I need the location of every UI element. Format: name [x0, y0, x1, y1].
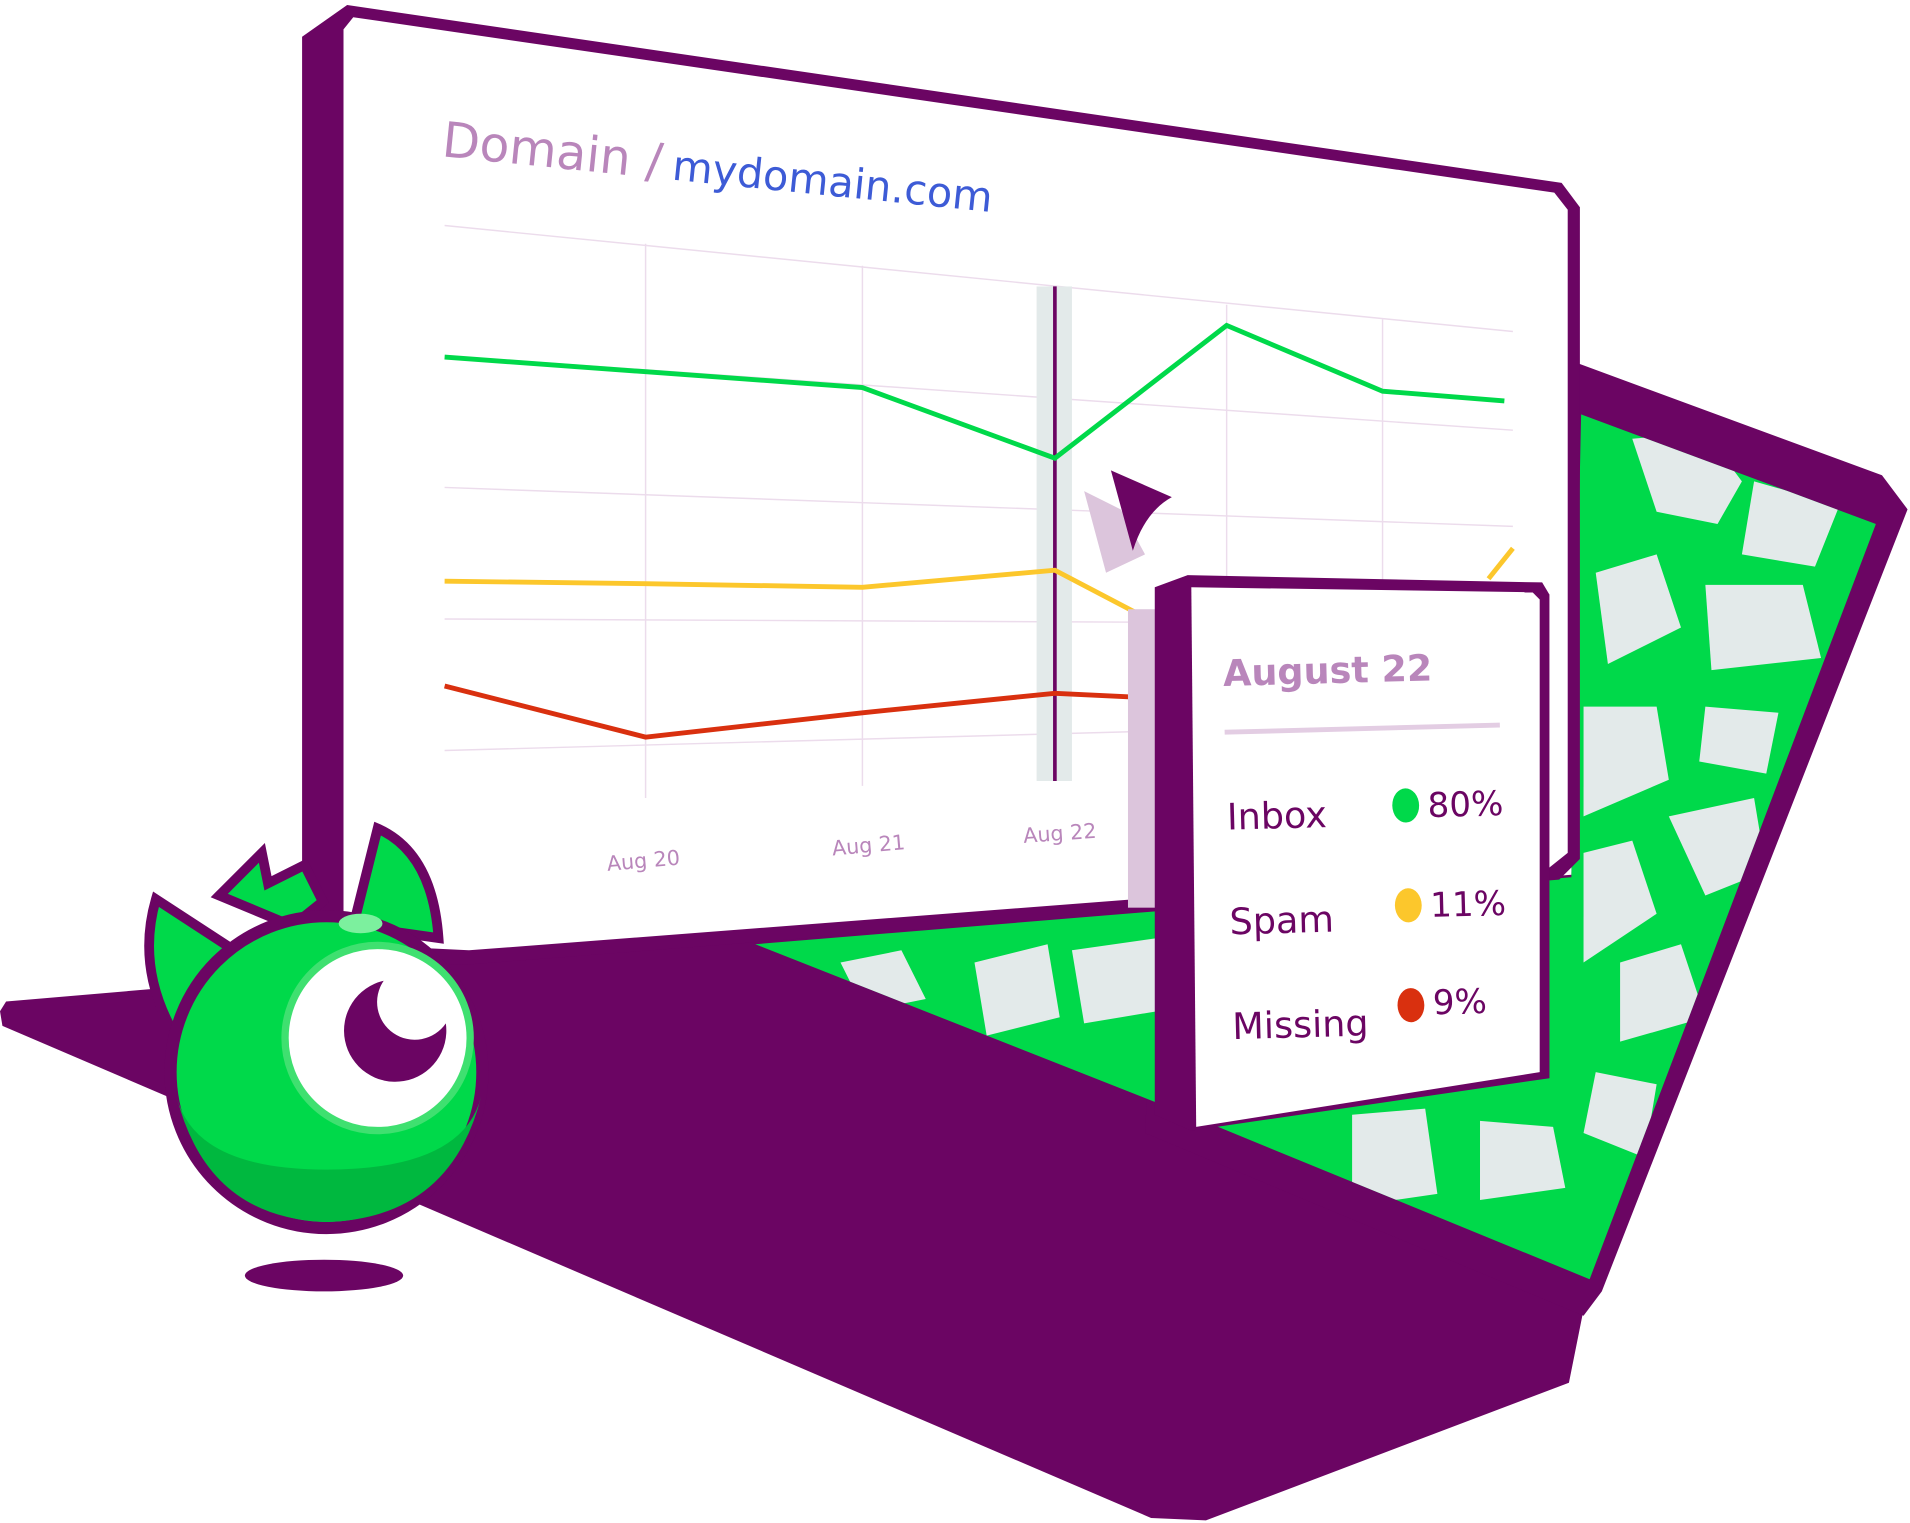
tooltip-row-value: 11%	[1430, 884, 1507, 926]
series-spam-line-tail	[1486, 546, 1515, 581]
missing-dot-icon	[1397, 988, 1425, 1023]
series-inbox-line	[444, 322, 1505, 461]
one-eyed-monster-mascot	[144, 821, 489, 1292]
mascot-shadow	[244, 1259, 404, 1292]
mascot-ear-right	[347, 821, 444, 944]
inbox-dot-icon	[1392, 788, 1420, 823]
tooltip-row-label: Spam	[1229, 898, 1334, 944]
tooltip-divider	[1224, 722, 1500, 735]
cursor-arrow-icon	[1110, 470, 1172, 551]
tooltip-row-spam: Spam 11%	[1229, 884, 1507, 944]
tooltip-row-label: Missing	[1232, 1002, 1369, 1049]
tooltip-row-label: Inbox	[1226, 793, 1327, 839]
series-spam-line	[444, 567, 1159, 627]
mascot-body-shade	[176, 1096, 482, 1222]
tooltip-row-missing: Missing 9%	[1232, 982, 1488, 1049]
tooltip-row-value: 80%	[1427, 784, 1504, 826]
cursor-shadow	[1084, 491, 1146, 573]
tooltip-row-inbox: Inbox 80%	[1226, 784, 1504, 839]
tooltip-card: August 22 Inbox 80% Spam 11% Missing 9%	[1154, 575, 1550, 1131]
x-tick-label: Aug 22	[1022, 819, 1097, 848]
tooltip-shadow	[1127, 609, 1158, 908]
mascot-highlight	[338, 913, 383, 934]
mascot-pupil	[344, 980, 447, 1082]
tooltip-date: August 22	[1223, 646, 1433, 694]
spam-dot-icon	[1394, 888, 1422, 923]
chart-grid	[444, 224, 1513, 799]
tooltip-row-value: 9%	[1432, 982, 1487, 1023]
series-missing-line	[444, 683, 1158, 740]
